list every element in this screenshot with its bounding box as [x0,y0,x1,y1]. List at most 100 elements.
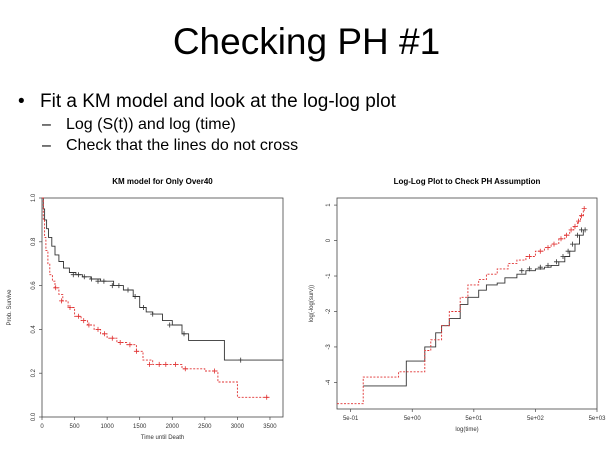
survival-curve [337,208,584,405]
censor-mark [95,278,101,284]
censor-mark [95,326,101,332]
censor-mark [568,227,574,233]
censor-mark [102,331,107,337]
censor-mark [560,254,566,259]
y-tick-label: -1 [326,273,332,279]
subbullet-item: – Log (S(t)) and log (time) [42,114,608,135]
censor-mark [576,218,581,224]
censor-mark [182,366,188,372]
x-tick-label: 1000 [100,424,114,430]
censor-mark [537,248,543,254]
x-tick-label: 2500 [198,424,212,430]
x-tick-label: 0 [40,424,44,430]
censor-mark [570,241,575,247]
censor-mark [76,272,81,278]
censor-mark [125,287,131,293]
subbullet-dash: – [42,137,51,154]
x-tick-label: 5e-01 [343,416,359,422]
x-tick-label: 5e+00 [404,416,422,422]
censor-mark [127,342,133,348]
censor-mark [519,268,525,274]
censor-mark [581,206,587,212]
censor-mark [574,232,580,238]
y-tick-label: 0.0 [31,412,37,421]
bullet-text: Fit a KM model and look at the log-log p… [40,91,396,112]
y-tick-label: -3 [326,344,332,350]
x-tick-label: 500 [70,424,81,430]
censor-mark [264,394,270,400]
censor-mark [156,361,162,367]
subbullet-dash: – [42,116,51,133]
survival-curve [42,197,283,361]
chart-title: KM model for Only Over40 [112,177,213,186]
plot-frame [41,197,284,418]
y-tick-label: -2 [326,308,332,314]
censor-mark [81,318,87,324]
survival-curve [42,197,270,398]
x-axis-label: log(time) [455,427,478,433]
y-axis-label: log(-log(surv)) [309,285,315,322]
censor-mark [132,294,138,299]
plot-frame [336,197,598,410]
subbullet-text: Log (S(t)) and log (time) [66,116,236,133]
censor-mark [558,236,564,242]
x-tick-label: 2000 [166,424,180,430]
y-tick-label: 0.2 [31,368,37,377]
censor-mark [150,311,156,317]
censor-mark [86,322,92,328]
y-tick-label: 0.8 [31,237,37,246]
censor-mark [117,340,123,345]
y-tick-label: -4 [326,379,332,385]
censor-mark [163,361,169,367]
censor-mark [53,285,59,291]
censor-mark [181,331,187,337]
censor-mark [59,298,64,304]
x-tick-label: 1500 [133,424,147,430]
censor-mark [167,322,173,328]
censor-mark [173,361,178,367]
censor-mark [572,223,578,229]
y-tick-label: 0.4 [31,325,37,334]
censor-mark [212,368,218,374]
y-tick-label: 0 [326,238,332,242]
x-axis-label: Time until Death [141,435,184,441]
y-axis-label: Prob. Survive [7,289,13,326]
censor-mark [141,305,147,310]
y-tick-label: 0.6 [31,281,37,290]
censor-mark [109,283,115,289]
censor-mark [554,259,559,265]
survival-curve [363,229,584,387]
censor-mark [545,245,551,251]
censor-mark [582,227,588,233]
censor-mark [76,313,81,319]
censor-mark [537,264,543,270]
x-tick-label: 5e+02 [527,416,545,422]
y-tick-label: 1.0 [31,193,37,202]
censor-mark [89,276,94,282]
censor-mark [238,357,244,363]
censor-mark [70,272,76,278]
slide-title: Checking PH #1 [172,21,441,62]
bullet-list: • Fit a KM model and look at the log-log… [18,90,608,156]
x-tick-label: 3000 [231,424,245,430]
bullet-dot: • [18,91,25,112]
subbullet-item: – Check that the lines do not cross [42,135,608,156]
x-tick-label: 5e+03 [589,416,607,422]
censor-mark [526,266,532,272]
censor-mark [147,361,152,367]
x-tick-label: 3500 [263,424,277,430]
subbullet-text: Check that the lines do not cross [66,137,299,154]
censor-mark [109,335,115,341]
chart-title: Log-Log Plot to Check PH Assumption [394,177,541,186]
y-tick-label: 1 [326,203,332,207]
censor-mark [579,213,584,219]
censor-mark [545,262,551,268]
censor-mark [101,278,107,284]
censor-mark [67,305,73,310]
censor-mark [81,274,87,280]
censor-mark [551,241,557,247]
x-tick-label: 5e+01 [465,416,483,422]
censor-mark [116,283,122,289]
censor-mark [526,254,532,259]
censor-mark [565,248,571,254]
